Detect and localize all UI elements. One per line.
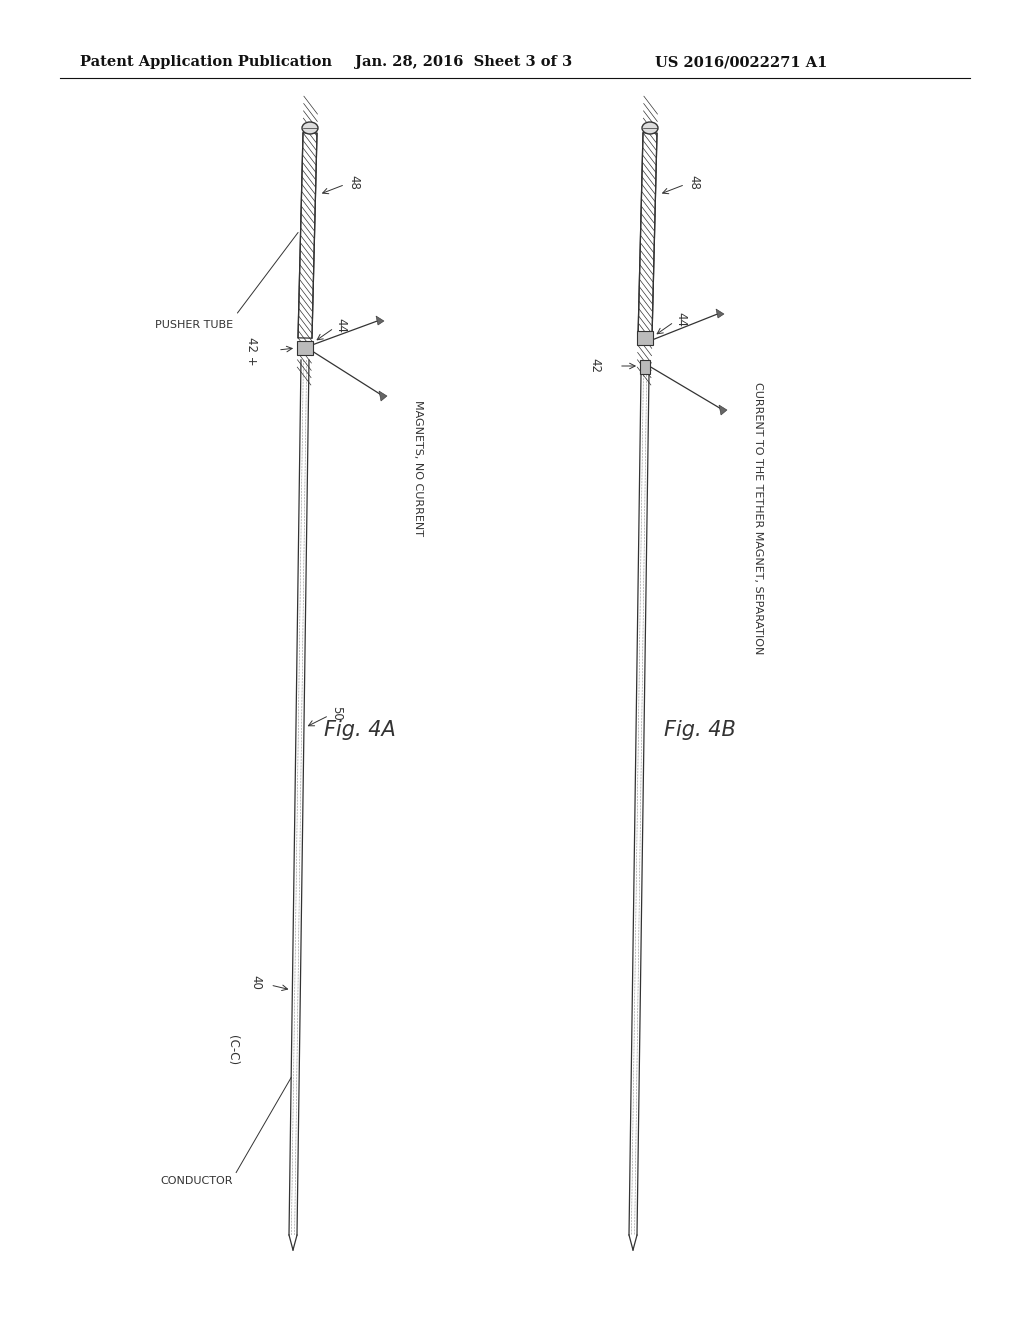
Ellipse shape [642,121,658,135]
Bar [640,360,650,374]
Polygon shape [716,309,724,318]
Text: MAGNETS, NO CURRENT: MAGNETS, NO CURRENT [413,400,423,536]
Polygon shape [298,133,317,338]
Text: 42 +: 42 + [245,337,258,366]
Text: US 2016/0022271 A1: US 2016/0022271 A1 [655,55,827,69]
Text: CURRENT TO THE TETHER MAGNET, SEPARATION: CURRENT TO THE TETHER MAGNET, SEPARATION [753,381,763,655]
Text: Jan. 28, 2016  Sheet 3 of 3: Jan. 28, 2016 Sheet 3 of 3 [355,55,572,69]
Text: 40: 40 [250,974,262,990]
Bar [637,331,653,345]
Text: 48: 48 [687,176,700,190]
Text: (C-C): (C-C) [226,1035,239,1065]
Polygon shape [638,133,657,338]
Text: Fig. 4A: Fig. 4A [325,719,396,741]
Polygon shape [719,405,727,414]
Bar [297,341,313,355]
Text: CONDUCTOR: CONDUCTOR [161,1176,233,1185]
Text: PUSHER TUBE: PUSHER TUBE [155,321,232,330]
Text: 44: 44 [674,313,687,327]
Ellipse shape [302,121,318,135]
Text: Fig. 4B: Fig. 4B [664,719,736,741]
Polygon shape [376,315,384,325]
Text: 50: 50 [330,706,343,721]
Text: Patent Application Publication: Patent Application Publication [80,55,332,69]
Polygon shape [379,391,387,401]
Text: 42: 42 [588,359,601,374]
Text: 44: 44 [334,318,347,334]
Text: 48: 48 [347,176,360,190]
